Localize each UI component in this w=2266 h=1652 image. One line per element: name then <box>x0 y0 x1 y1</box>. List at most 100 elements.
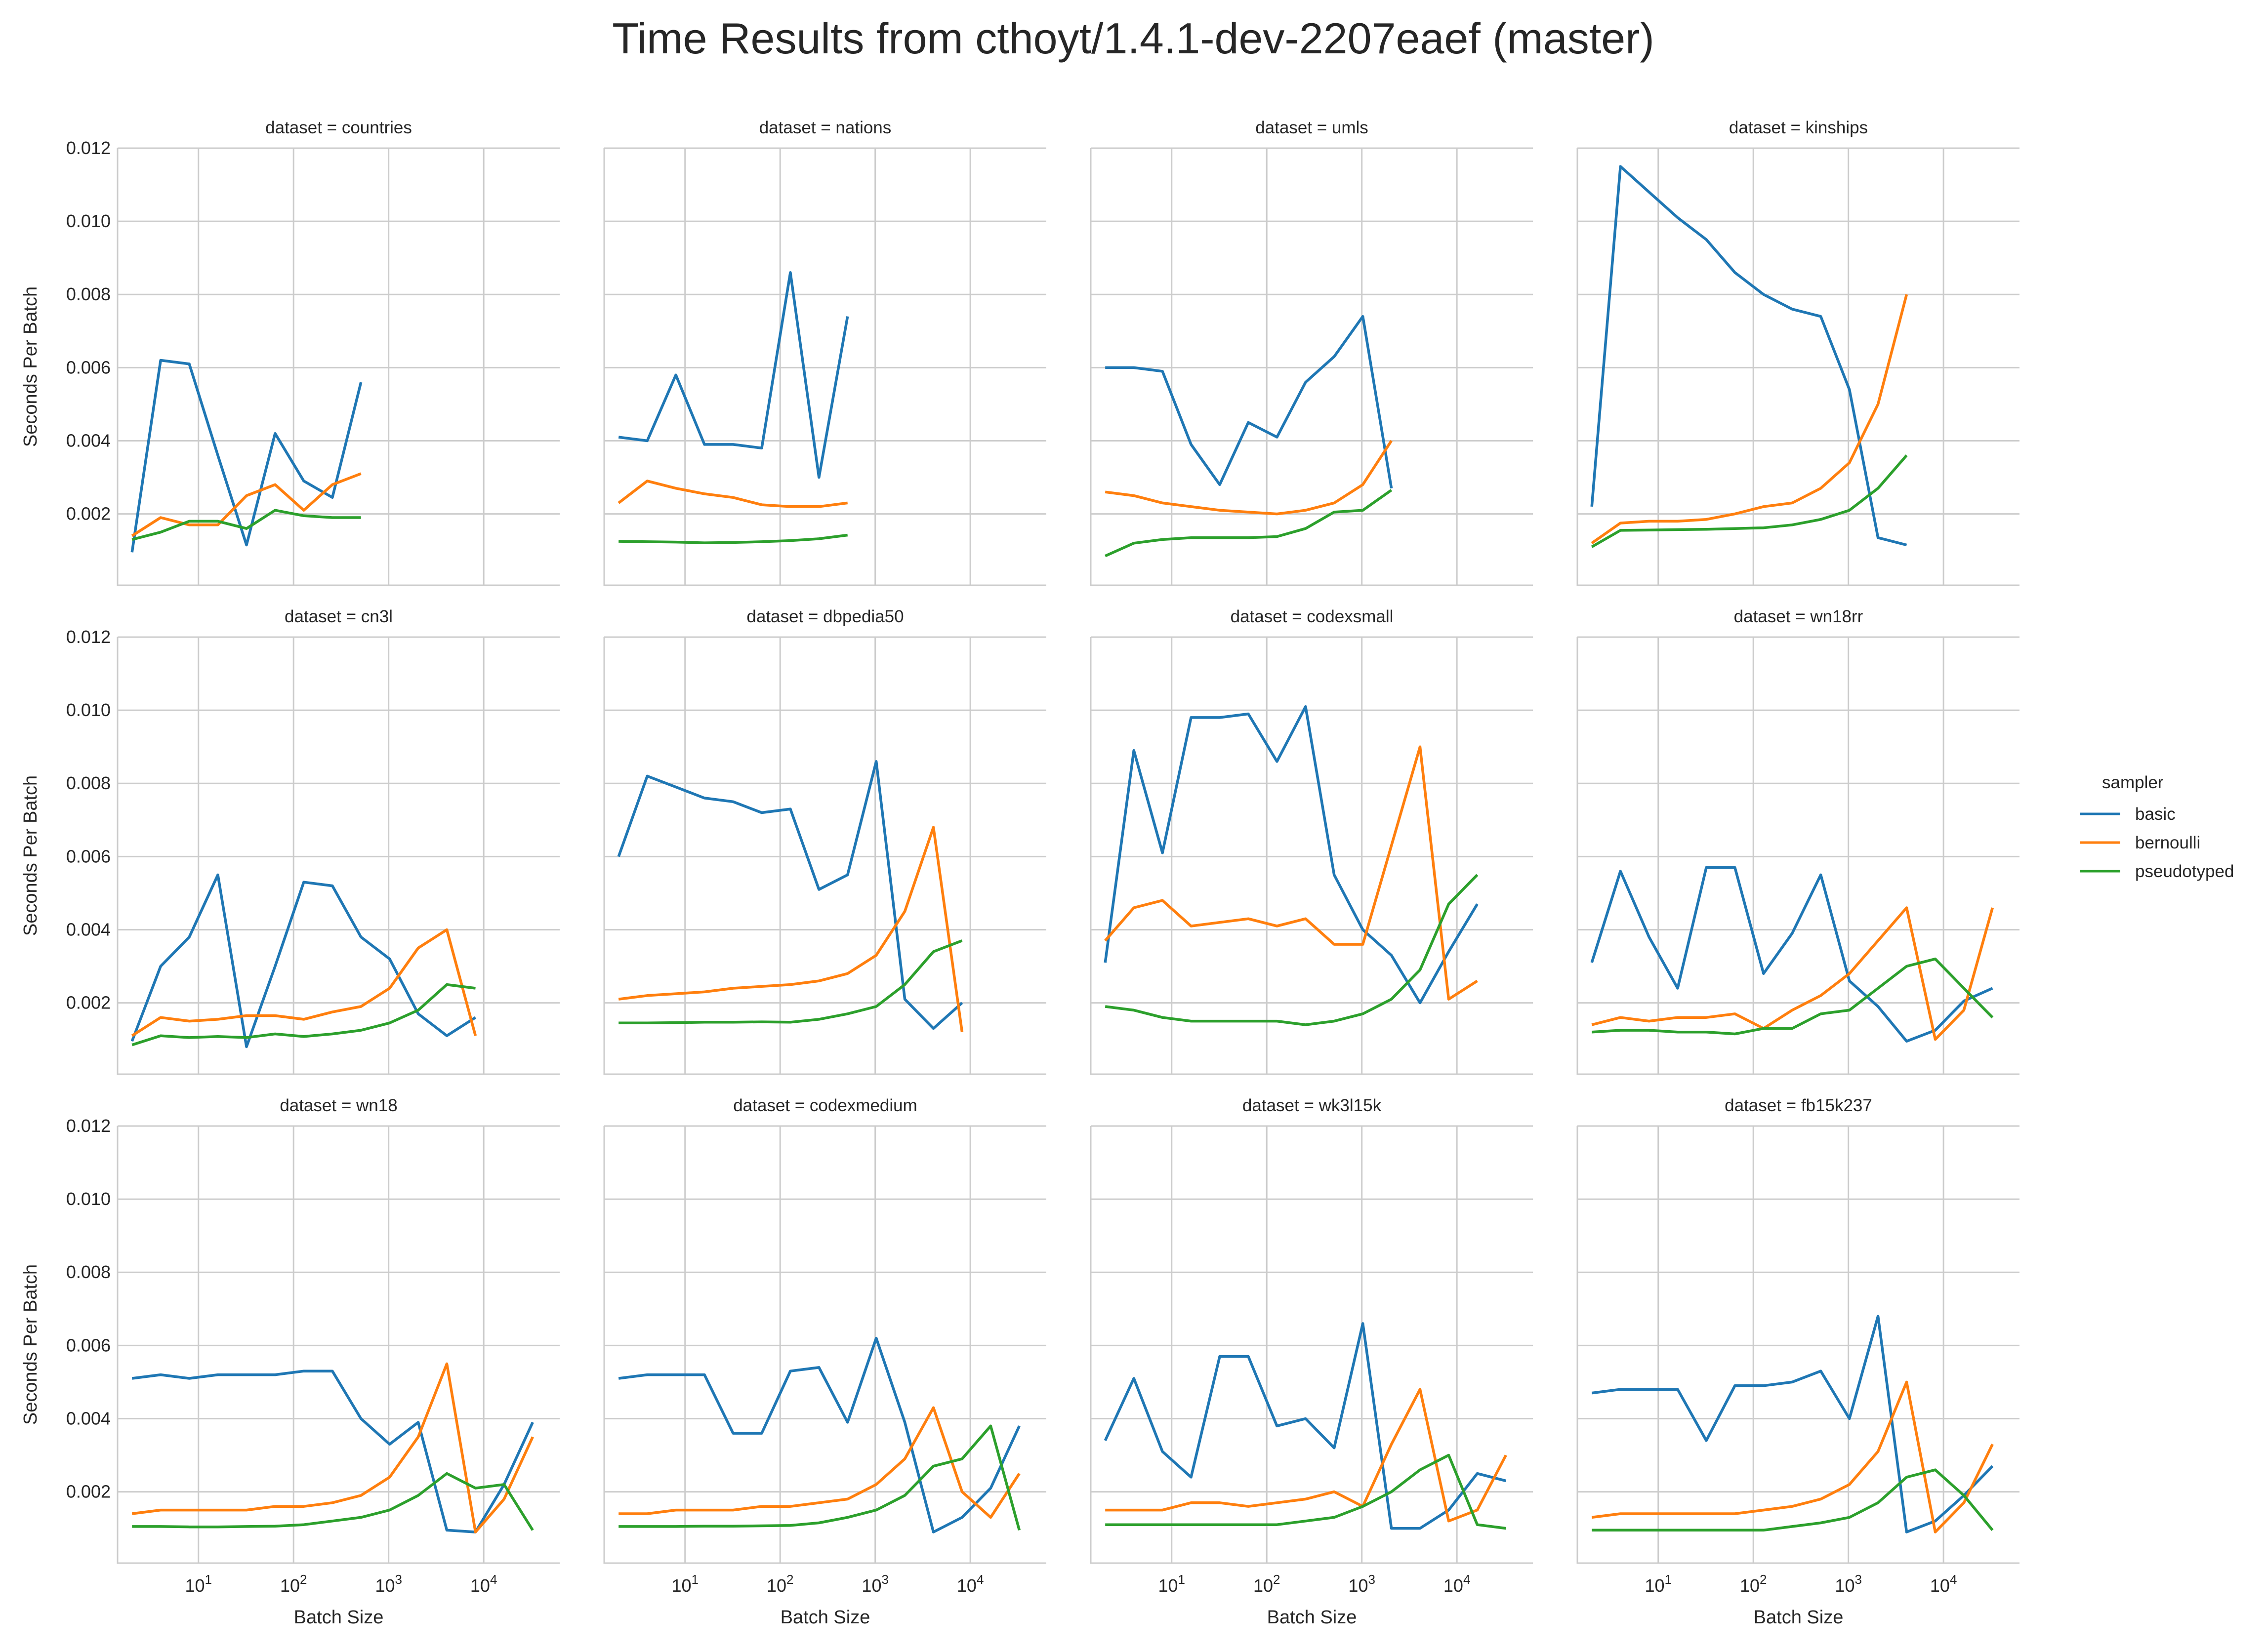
chart-title: Time Results from cthoyt/1.4.1-dev-2207e… <box>612 14 1654 63</box>
series-line-basic <box>130 359 363 553</box>
series-line-pseudotyped <box>131 983 476 1047</box>
x-axis-label: Batch Size <box>294 1607 384 1628</box>
x-tick-label: 102 <box>280 1572 307 1596</box>
x-axis-label: Batch Size <box>1754 1607 1844 1628</box>
axis-spine <box>117 1126 560 1564</box>
x-tick-label: 103 <box>1348 1572 1375 1596</box>
panel-kinships: dataset = kinships <box>1576 118 2019 586</box>
x-axis-label: Batch Size <box>781 1607 870 1628</box>
y-tick-label: 0.004 <box>66 430 111 450</box>
axis-spine <box>1576 148 2019 586</box>
y-tick-label: 0.008 <box>66 773 111 793</box>
series-line-basic <box>130 873 476 1048</box>
legend-label-basic: basic <box>2135 805 2176 824</box>
x-tick-label: 101 <box>185 1572 212 1596</box>
series-line-pseudotyped <box>1592 957 1994 1036</box>
series-line-pseudotyped <box>618 1424 1021 1531</box>
series-line-basic <box>1104 1322 1507 1530</box>
y-tick-label: 0.006 <box>66 1335 111 1355</box>
y-tick-label: 0.010 <box>66 700 111 720</box>
panel-nations: dataset = nations <box>603 118 1046 586</box>
axis-spine <box>117 148 560 586</box>
series-line-bernoulli <box>131 472 362 537</box>
panel-title-cn3l: dataset = cn3l <box>285 607 393 626</box>
y-tick-label: 0.010 <box>66 1189 111 1209</box>
series-line-bernoulli <box>1591 906 1994 1041</box>
series-line-bernoulli <box>1591 294 1908 545</box>
axis-spine <box>603 148 1046 586</box>
axis-spine <box>1576 1126 2019 1564</box>
series-line-pseudotyped <box>1105 874 1479 1026</box>
axis-spine <box>1576 637 2019 1075</box>
x-tick-label: 104 <box>1443 1572 1471 1596</box>
panel-title-dbpedia50: dataset = dbpedia50 <box>746 607 904 626</box>
series-line-bernoulli <box>618 480 848 508</box>
y-tick-label: 0.006 <box>66 846 111 866</box>
x-tick-label: 102 <box>767 1572 794 1596</box>
series-line-pseudotyped <box>1591 454 1908 548</box>
x-tick-label: 104 <box>1930 1572 1957 1596</box>
series-line-basic <box>1590 165 1907 547</box>
panel-title-fb15k237: dataset = fb15k237 <box>1725 1096 1872 1115</box>
series-line-bernoulli <box>1591 1380 1994 1533</box>
axis-spine <box>1090 637 1533 1075</box>
y-tick-label: 0.004 <box>66 919 111 939</box>
axis-spine <box>117 637 560 1075</box>
panel-umls: dataset = umls <box>1090 118 1533 586</box>
y-tick-label: 0.008 <box>66 1262 111 1282</box>
x-tick-label: 103 <box>862 1572 889 1596</box>
legend-entry-bernoulli: bernoulli <box>2080 833 2200 852</box>
x-tick-label: 104 <box>470 1572 497 1596</box>
y-tick-label: 0.012 <box>66 138 111 158</box>
facet-grid: 0.002 0.004 0.006 0.008 0.010 0.012 dataset = … <box>20 118 2019 1628</box>
x-tick-label: 103 <box>1835 1572 1862 1596</box>
x-tick-label: 104 <box>957 1572 984 1596</box>
y-axis-label: Seconds Per Batch <box>20 286 41 447</box>
panel-countries: 0.002 0.004 0.006 0.008 0.010 0.012 dataset = … <box>20 118 560 586</box>
panel-cn3l: 0.002 0.004 0.006 0.008 0.010 0.012 dataset = … <box>20 607 560 1075</box>
legend-entry-basic: basic <box>2080 805 2176 824</box>
y-tick-label: 0.012 <box>66 1116 111 1136</box>
series-line-bernoulli <box>618 1406 1021 1519</box>
panel-dbpedia50: dataset = dbpedia50 <box>603 607 1046 1075</box>
panel-wn18: 0.002 0.004 0.006 0.008 0.010 0.012 101 102 103 1… <box>20 1096 560 1628</box>
y-tick-label: 0.012 <box>66 627 111 647</box>
series-line-pseudotyped <box>1592 1468 1994 1532</box>
series-line-bernoulli <box>1104 745 1478 1001</box>
panel-title-wn18: dataset = wn18 <box>280 1096 397 1115</box>
panel-wn18rr: dataset = wn18rr <box>1576 607 2019 1075</box>
y-tick-label: 0.002 <box>66 504 111 524</box>
series-line-pseudotyped <box>1105 1453 1506 1530</box>
series-line-basic <box>618 271 849 479</box>
y-tick-label: 0.002 <box>66 993 111 1013</box>
x-tick-label: 101 <box>671 1572 699 1596</box>
y-axis-label: Seconds Per Batch <box>20 1264 41 1425</box>
series-line-pseudotyped <box>618 533 848 544</box>
series-line-pseudotyped <box>1105 489 1393 558</box>
axis-spine <box>603 1126 1046 1564</box>
series-line-basic <box>1591 1315 1994 1533</box>
legend: sampler basic bernoulli pseudotyped <box>2080 773 2234 881</box>
series-line-bernoulli <box>131 928 477 1037</box>
series-line-bernoulli <box>1105 1388 1507 1523</box>
panel-title-codexsmall: dataset = codexsmall <box>1231 607 1394 626</box>
series-line-pseudotyped <box>132 1472 534 1531</box>
y-tick-label: 0.002 <box>66 1482 111 1502</box>
panel-title-nations: dataset = nations <box>759 118 892 137</box>
panel-title-codexmedium: dataset = codexmedium <box>733 1096 917 1115</box>
x-tick-label: 103 <box>375 1572 402 1596</box>
y-tick-label: 0.008 <box>66 284 111 304</box>
y-tick-label: 0.010 <box>66 211 111 231</box>
panel-title-kinships: dataset = kinships <box>1729 118 1868 137</box>
x-tick-label: 101 <box>1645 1572 1672 1596</box>
series-line-pseudotyped <box>618 939 963 1025</box>
series-line-basic <box>1104 705 1479 1005</box>
panel-title-countries: dataset = countries <box>265 118 412 137</box>
legend-entry-pseudotyped: pseudotyped <box>2080 862 2234 881</box>
x-tick-label: 102 <box>1740 1572 1767 1596</box>
series-line-bernoulli <box>131 1362 534 1533</box>
x-axis-label: Batch Size <box>1267 1607 1357 1628</box>
series-line-basic <box>617 760 963 1030</box>
panel-fb15k237: 101 102 103 104 dataset = fb15k237 Batch Size <box>1576 1096 2019 1628</box>
